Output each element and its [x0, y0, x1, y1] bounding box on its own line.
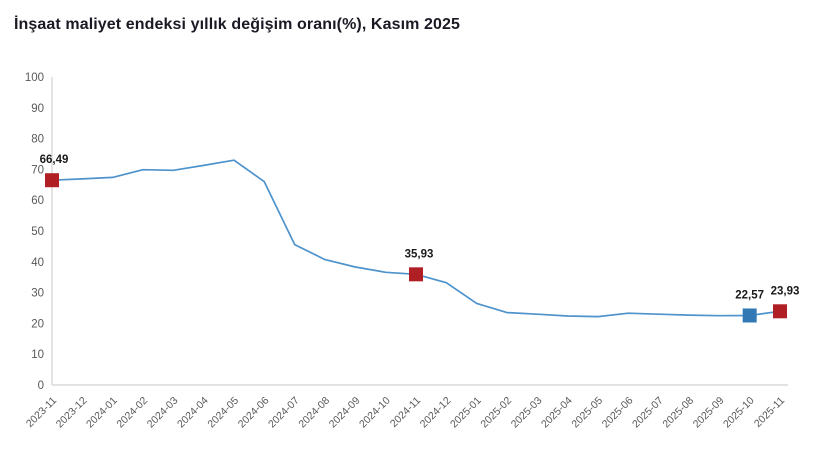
trend-line — [51, 159, 781, 318]
data-label-2023-11: 66,49 — [40, 154, 69, 166]
x-tick-label: 2025-02 — [478, 395, 514, 431]
data-label-2025-11: 23,93 — [771, 285, 800, 297]
x-tick-label: 2025-06 — [600, 395, 636, 431]
x-tick-label: 2025-10 — [721, 395, 757, 431]
x-tick-label: 2024-02 — [114, 395, 150, 431]
y-tick-label: 80 — [31, 134, 44, 146]
x-tick-label: 2024-11 — [388, 395, 423, 430]
x-tick-label: 2025-07 — [630, 395, 666, 431]
x-tick-label: 2025-11 — [752, 395, 787, 430]
x-tick-label: 2025-01 — [448, 395, 484, 431]
y-tick-label: 100 — [25, 72, 44, 84]
y-tick-label: 40 — [31, 257, 44, 269]
chart-title: İnşaat maliyet endeksi yıllık değişim or… — [14, 16, 460, 33]
x-tick-label: 2024-08 — [296, 395, 332, 431]
y-tick-label: 90 — [31, 103, 44, 115]
y-tick-label: 60 — [31, 195, 44, 207]
y-tick-label: 30 — [31, 288, 44, 300]
x-tick-label: 2025-09 — [691, 395, 727, 431]
y-tick-label: 50 — [31, 226, 44, 238]
x-tick-label: 2024-04 — [175, 395, 211, 431]
x-tick-label: 2024-06 — [236, 395, 272, 431]
x-tick-label: 2023-12 — [54, 395, 90, 431]
x-tick-label: 2024-12 — [418, 395, 454, 431]
y-tick-label: 0 — [38, 380, 44, 392]
marker-2025-10 — [742, 308, 757, 323]
marker-2025-11 — [773, 304, 787, 319]
data-label-2024-11: 35,93 — [405, 248, 434, 260]
x-tick-label: 2025-03 — [509, 395, 545, 431]
y-tick-label: 10 — [31, 349, 44, 361]
data-label-2025-10: 22,57 — [735, 289, 764, 301]
x-tick-label: 2024-09 — [327, 395, 363, 431]
marker-2024-11 — [409, 267, 423, 282]
y-tick-label: 20 — [31, 318, 44, 330]
marker-2023-11 — [45, 173, 59, 188]
x-tick-label: 2025-08 — [660, 395, 696, 431]
y-tick-label: 70 — [31, 164, 44, 176]
x-tick-label: 2024-10 — [357, 395, 393, 431]
x-tick-label: 2025-04 — [539, 395, 575, 431]
x-tick-label: 2025-05 — [569, 395, 605, 431]
x-tick-label: 2024-05 — [205, 395, 241, 431]
x-tick-label: 2024-07 — [266, 395, 302, 431]
x-tick-label: 2024-03 — [145, 395, 181, 431]
x-tick-label: 2023-11 — [24, 395, 59, 430]
x-tick-label: 2024-01 — [84, 395, 120, 431]
